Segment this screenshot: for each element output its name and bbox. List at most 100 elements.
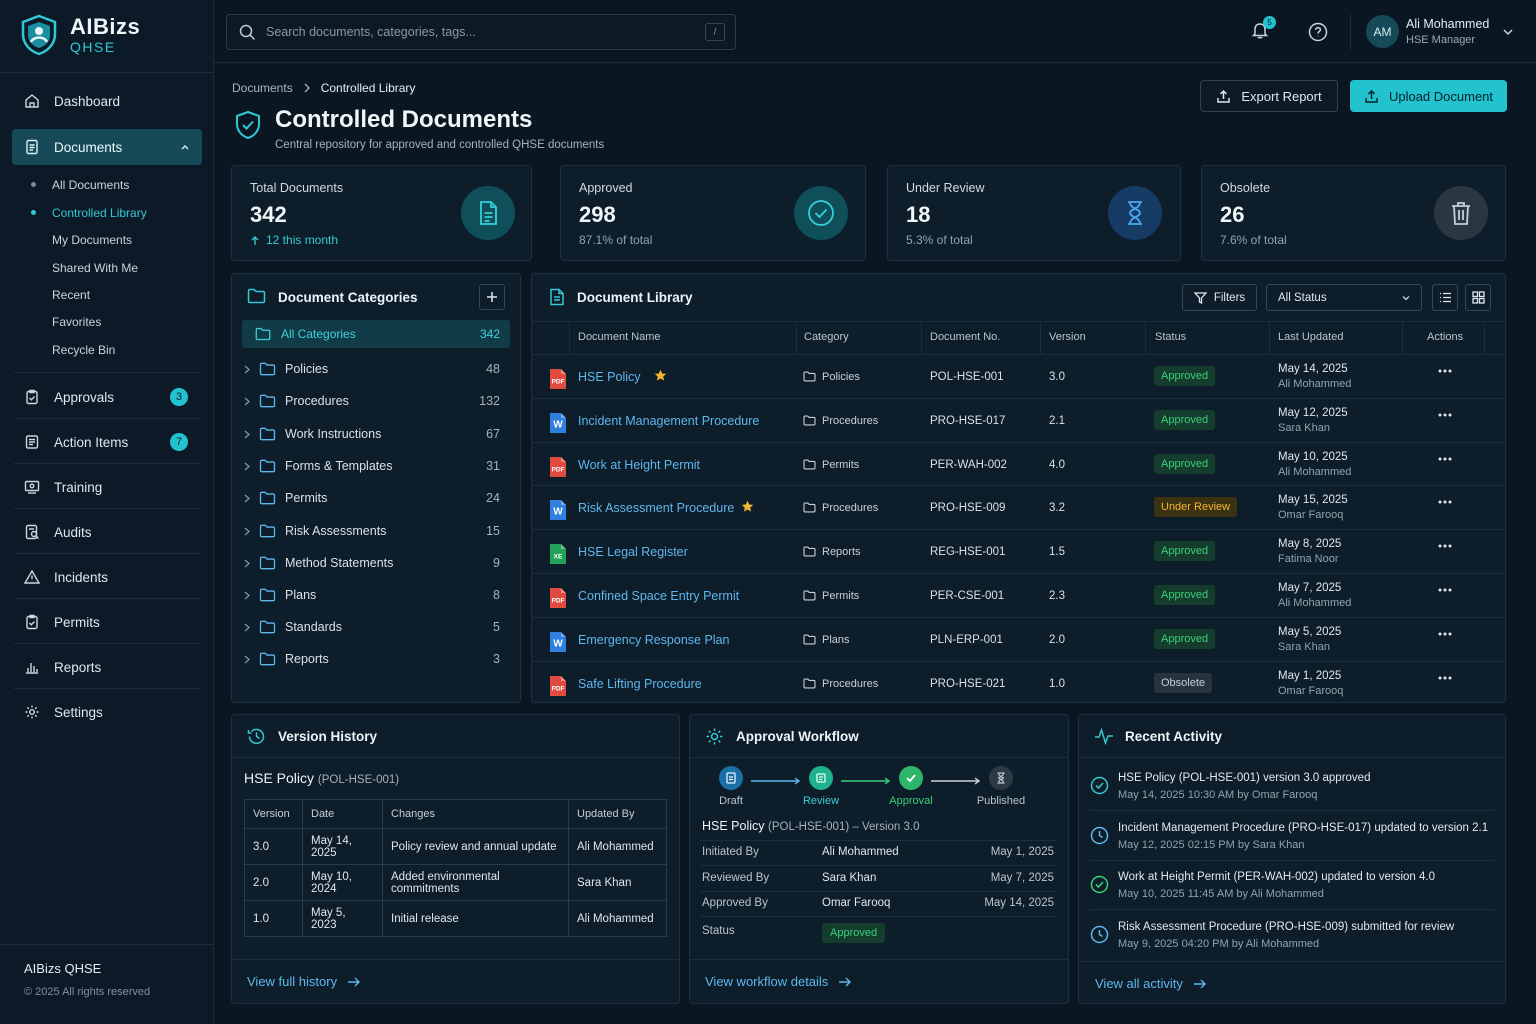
export-report-button[interactable]: Export Report — [1200, 80, 1338, 112]
category-row[interactable]: Method Statements 9 — [242, 549, 510, 577]
table-row[interactable]: PDF Confined Space Entry Permit Permits PER… — [532, 573, 1506, 617]
filters-button[interactable]: Filters — [1182, 284, 1257, 311]
category-row[interactable]: Permits 24 — [242, 484, 510, 512]
sub-controlled-library[interactable]: Controlled Library — [52, 206, 147, 220]
column-header[interactable]: Document No. — [930, 331, 1001, 343]
step-review-icon — [809, 766, 833, 790]
add-category-button[interactable] — [479, 284, 505, 310]
nav-settings[interactable]: Settings — [12, 694, 202, 730]
table-row[interactable]: XE HSE Legal Register Reports REG-HSE-001 1.… — [532, 529, 1506, 573]
last-updated-date: May 15, 2025 — [1278, 494, 1348, 507]
grid-view-button[interactable] — [1465, 284, 1491, 311]
upload-document-button[interactable]: Upload Document — [1350, 80, 1507, 112]
more-actions-icon[interactable] — [1438, 457, 1452, 461]
sub-shared-with-me[interactable]: Shared With Me — [52, 261, 139, 275]
breadcrumb-documents[interactable]: Documents — [232, 81, 293, 95]
star-icon[interactable] — [654, 369, 667, 382]
table-row[interactable]: PDF HSE Policy Policies POL-HSE-001 3.0 Appro… — [532, 354, 1506, 398]
document-name-link[interactable]: Confined Space Entry Permit — [578, 589, 740, 603]
category-row[interactable]: Standards 5 — [242, 613, 510, 641]
categories-title: Document Categories — [278, 290, 418, 305]
document-name-link[interactable]: Safe Lifting Procedure — [578, 676, 702, 691]
more-actions-icon[interactable] — [1438, 500, 1452, 504]
table-row[interactable]: PDF Work at Height Permit Permits PER-WAH-0… — [532, 441, 1506, 486]
search-bar[interactable]: / — [226, 14, 736, 50]
chevron-right-icon — [244, 430, 250, 439]
view-workflow-details-link[interactable]: View workflow details — [705, 974, 852, 989]
sub-favorites[interactable]: Favorites — [52, 315, 102, 329]
document-number-cell: PLN-ERP-001 — [930, 633, 1003, 646]
search-input[interactable] — [266, 25, 686, 39]
nav-training[interactable]: Training — [12, 469, 202, 505]
user-info[interactable]: Ali Mohammed HSE Manager — [1406, 17, 1489, 46]
sub-recent[interactable]: Recent — [52, 288, 91, 302]
category-all[interactable]: All Categories 342 — [242, 320, 510, 348]
view-all-activity-label: View all activity — [1095, 976, 1183, 991]
category-row[interactable]: Risk Assessments 15 — [242, 517, 510, 545]
more-actions-icon[interactable] — [1438, 369, 1452, 373]
user-avatar[interactable]: AM — [1366, 15, 1399, 48]
last-updated-by: Sara Khan — [1278, 421, 1330, 434]
category-name: Forms & Templates — [285, 459, 393, 473]
document-name-link[interactable]: Work at Height Permit — [578, 457, 701, 472]
chevron-right-icon — [244, 397, 250, 406]
table-row[interactable]: W Emergency Response Plan Plans PLN-ERP-001… — [532, 616, 1506, 661]
view-all-activity-link[interactable]: View all activity — [1095, 976, 1206, 991]
stat-sub: 5.3% of total — [906, 233, 973, 247]
status-filter-select[interactable]: All Status — [1266, 284, 1422, 311]
nav-reports[interactable]: Reports — [12, 649, 202, 685]
chevron-down-icon[interactable] — [1502, 26, 1514, 38]
app-logo[interactable]: AIBizs QHSE — [20, 14, 140, 56]
category-row[interactable]: Forms & Templates 31 — [242, 452, 510, 480]
column-header[interactable]: Status — [1155, 331, 1187, 343]
last-updated-by: Ali Mohammed — [1278, 465, 1352, 478]
sub-all-documents[interactable]: All Documents — [52, 178, 130, 192]
document-number-cell: REG-HSE-001 — [930, 546, 1006, 559]
nav-documents[interactable]: Documents — [12, 129, 202, 165]
star-icon[interactable] — [741, 500, 754, 513]
table-row[interactable]: PDF Safe Lifting Procedure Procedures PRO-H… — [532, 660, 1506, 705]
column-header[interactable]: Version — [1049, 331, 1086, 343]
document-name-link[interactable]: HSE Legal Register — [578, 545, 688, 560]
nav-dashboard[interactable]: Dashboard — [12, 83, 202, 119]
category-row[interactable]: Reports 3 — [242, 645, 510, 673]
nav-audits[interactable]: Audits — [12, 514, 202, 550]
nav-approvals[interactable]: Approvals 3 — [12, 379, 202, 415]
column-header[interactable]: Document Name — [578, 331, 661, 343]
more-actions-icon[interactable] — [1438, 632, 1452, 636]
workflow-icon — [705, 727, 724, 746]
filters-label: Filters — [1213, 291, 1246, 304]
column-header[interactable]: Category — [804, 331, 849, 343]
view-full-history-link[interactable]: View full history — [247, 974, 361, 989]
document-name-link[interactable]: HSE Policy — [578, 370, 641, 384]
sub-recycle-bin[interactable]: Recycle Bin — [52, 343, 116, 357]
category-row[interactable]: Policies 48 — [242, 355, 510, 383]
category-row[interactable]: Plans 8 — [242, 581, 510, 609]
nav-permits[interactable]: Permits — [12, 604, 202, 640]
table-row[interactable]: W Risk Assessment Procedure Procedures PRO-… — [532, 485, 1506, 529]
nav-incidents[interactable]: Incidents — [12, 559, 202, 595]
sub-my-documents[interactable]: My Documents — [52, 233, 133, 247]
notifications-button[interactable]: 5 — [1250, 16, 1276, 43]
nav-action-items[interactable]: Action Items 7 — [12, 424, 202, 460]
category-name: Reports — [285, 652, 329, 666]
help-button[interactable] — [1308, 22, 1328, 45]
version-history-table: Version Date Changes Updated By 3.0 May 1… — [244, 799, 667, 937]
version-cell: 2.0 — [1049, 633, 1065, 646]
folder-icon — [259, 491, 276, 505]
table-row[interactable]: W Incident Management Procedure Procedures… — [532, 397, 1506, 442]
column-header: Updated By — [568, 799, 667, 829]
document-name-link[interactable]: Risk Assessment Procedure — [578, 501, 735, 516]
svg-text:PDF: PDF — [552, 685, 565, 692]
more-actions-icon[interactable] — [1438, 588, 1452, 592]
category-row[interactable]: Procedures 132 — [242, 387, 510, 415]
document-name-link[interactable]: Emergency Response Plan — [578, 632, 730, 647]
document-name-link[interactable]: Incident Management Procedure — [578, 413, 760, 428]
more-actions-icon[interactable] — [1438, 676, 1452, 680]
list-view-button[interactable] — [1432, 284, 1458, 311]
category-row[interactable]: Work Instructions 67 — [242, 420, 510, 448]
column-header[interactable]: Last Updated — [1278, 331, 1344, 343]
stat-card-under-review: Under Review 18 5.3% of total — [887, 165, 1181, 261]
more-actions-icon[interactable] — [1438, 544, 1452, 548]
more-actions-icon[interactable] — [1438, 413, 1452, 417]
